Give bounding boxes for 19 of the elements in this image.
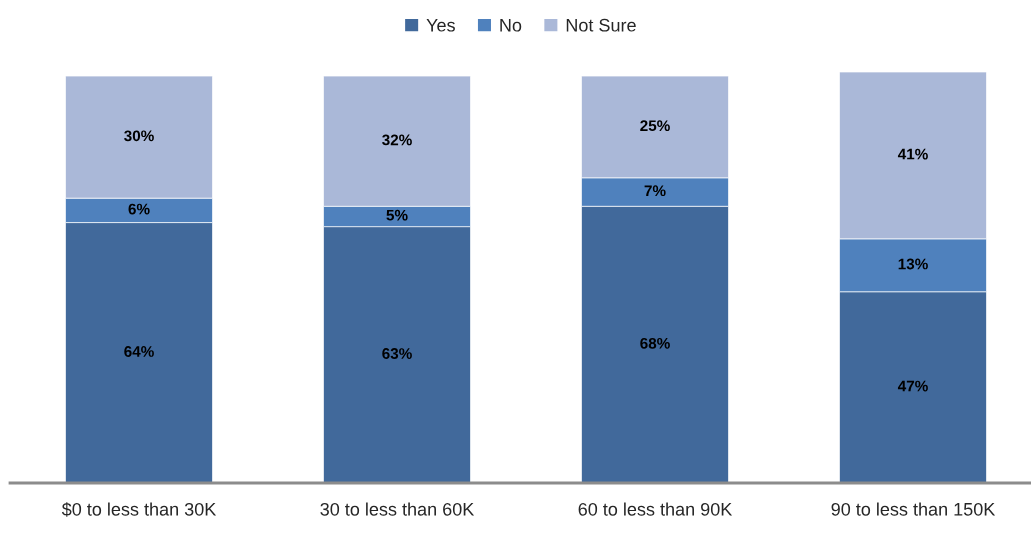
x-tick-label: 90 to less than 150K	[831, 502, 996, 516]
data-label: 6%	[128, 203, 150, 215]
legend-label: Not Sure	[566, 18, 636, 32]
data-label: 13%	[898, 258, 928, 270]
legend-label: No	[500, 19, 522, 32]
x-tick-label: $0 to less than 30K	[61, 502, 217, 517]
x-tick-label: 30 to less than 60K	[320, 502, 475, 516]
data-label: 63%	[382, 348, 412, 359]
x-tick-label: 60 to less than 90K	[578, 502, 733, 516]
data-label: 25%	[640, 120, 670, 132]
legend-label: Yes	[426, 19, 455, 32]
data-label: 41%	[897, 148, 928, 160]
data-label: 47%	[897, 380, 928, 392]
data-label: 7%	[644, 185, 666, 197]
data-label: 64%	[124, 346, 154, 357]
data-label: 30%	[124, 130, 154, 142]
data-label: 68%	[640, 337, 670, 349]
data-label: 5%	[386, 209, 408, 221]
data-label: 32%	[382, 134, 412, 146]
